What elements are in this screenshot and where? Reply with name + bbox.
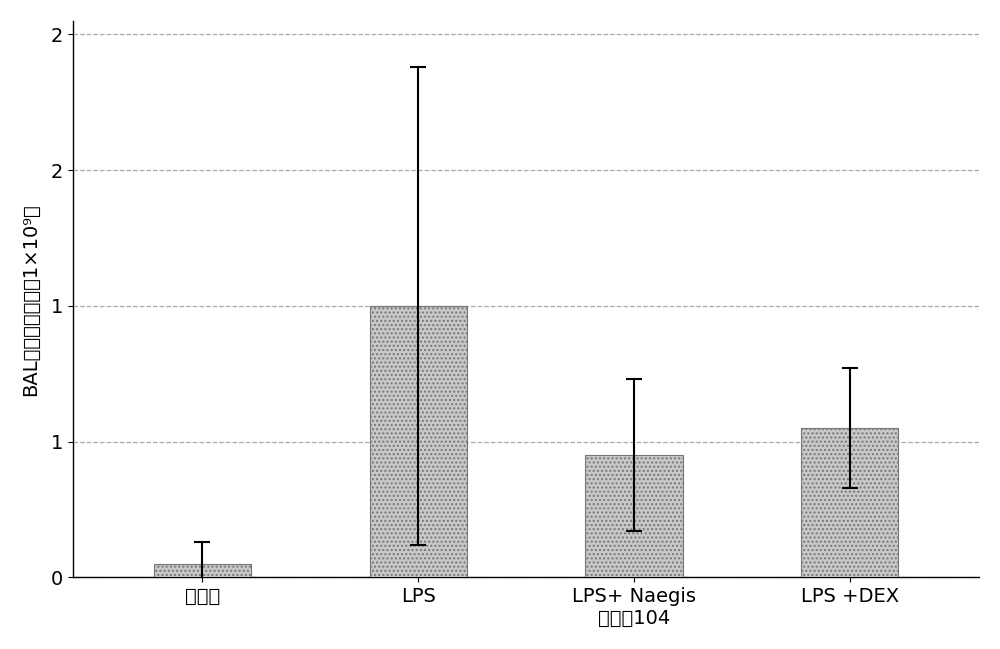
Bar [585, 455, 683, 578]
Bar [370, 306, 467, 578]
Y-axis label: BAL中总细胞计数（1×10⁹）: BAL中总细胞计数（1×10⁹） [21, 202, 40, 395]
Bar [801, 428, 898, 578]
Bar [154, 564, 251, 578]
